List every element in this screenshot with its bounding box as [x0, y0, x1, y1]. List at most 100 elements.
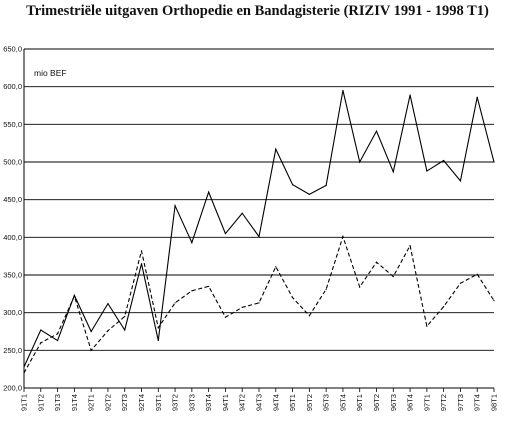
x-tick-label: 91T3: [53, 394, 62, 411]
data-point-solid: [107, 303, 109, 305]
data-point-solid: [174, 205, 176, 207]
data-point-dashed: [476, 273, 478, 275]
data-point-dashed: [392, 275, 394, 278]
x-tick-label: 96T4: [406, 394, 415, 411]
data-point-solid: [275, 148, 277, 150]
x-tick-label: 98T1: [490, 394, 499, 411]
data-point-dashed: [23, 372, 25, 374]
data-point-dashed: [308, 315, 310, 317]
data-point-dashed: [90, 349, 92, 351]
data-point-dashed: [241, 306, 243, 308]
x-tick-label: 95T2: [305, 394, 314, 411]
data-point-dashed: [359, 286, 361, 288]
x-tick-label: 97T3: [456, 394, 465, 411]
data-point-solid: [459, 180, 462, 182]
y-tick-label: 300,0: [3, 308, 22, 317]
data-point-dashed: [493, 300, 495, 302]
data-point-dashed: [73, 295, 75, 297]
y-tick-label: 500,0: [3, 158, 22, 167]
x-tick-label: 91T2: [36, 394, 45, 411]
x-tick-label: 92T4: [137, 394, 146, 411]
data-point-solid: [224, 232, 227, 235]
data-point-solid: [325, 184, 327, 186]
x-tick-label: 95T4: [338, 394, 347, 411]
data-point-dashed: [325, 288, 327, 290]
data-point-solid: [426, 170, 428, 172]
data-point-dashed: [124, 315, 126, 318]
data-point-solid: [443, 159, 445, 162]
data-point-dashed: [40, 342, 42, 344]
y-tick-label: 600,0: [3, 82, 22, 91]
data-point-solid: [90, 330, 92, 333]
data-point-dashed: [140, 250, 143, 252]
x-tick-label: 96T2: [372, 394, 381, 411]
x-tick-label: 93T4: [204, 394, 213, 411]
data-point-dashed: [174, 302, 176, 304]
data-point-solid: [40, 329, 42, 331]
x-tick-label: 94T1: [221, 394, 230, 411]
data-point-dashed: [443, 306, 445, 308]
y-tick-label: 400,0: [3, 233, 22, 242]
data-point-solid: [140, 263, 143, 265]
data-point-dashed: [459, 282, 462, 284]
data-point-dashed: [208, 285, 210, 287]
y-tick-label: 550,0: [3, 120, 22, 129]
data-point-dashed: [191, 290, 193, 292]
y-tick-label: 200,0: [3, 384, 22, 393]
data-point-dashed: [258, 302, 260, 304]
data-point-dashed: [157, 327, 159, 329]
grid-layer: [24, 48, 494, 389]
x-tick-label: 95T1: [288, 394, 297, 411]
chart-title: Trimestriële uitgaven Orthopedie en Band…: [26, 3, 489, 19]
x-tick-label: 92T1: [87, 394, 96, 411]
unit-label: mio BEF: [34, 68, 67, 78]
data-point-solid: [493, 161, 495, 163]
data-point-solid: [409, 94, 411, 96]
axis-layer: 200,0 250,0 300,0 350,0 400,0 450,0 500,0 550,0…: [3, 45, 498, 412]
data-point-solid: [342, 89, 344, 92]
x-tick-label: 93T1: [154, 394, 163, 411]
data-point-dashed: [275, 266, 277, 268]
data-point-dashed: [426, 325, 428, 327]
data-point-dashed: [224, 316, 227, 318]
x-tick-label: 94T2: [238, 394, 247, 411]
data-point-solid: [241, 212, 243, 214]
data-point-solid: [157, 339, 159, 342]
data-point-solid: [291, 184, 294, 186]
data-point-solid: [23, 366, 25, 368]
series-layer: [23, 89, 495, 374]
series-line-dashed: [23, 234, 495, 374]
x-tick-label: 92T2: [103, 394, 112, 411]
data-point-dashed: [342, 235, 344, 238]
x-tick-label: 93T3: [187, 394, 196, 411]
x-tick-label: 96T1: [355, 394, 364, 411]
x-tick-label: 92T3: [120, 394, 129, 411]
x-tick-label: 91T4: [70, 394, 79, 411]
y-tick-label: 650,0: [3, 45, 22, 54]
x-tick-label: 94T3: [255, 394, 264, 411]
data-point-dashed: [409, 245, 411, 247]
x-tick-label: 94T4: [271, 394, 280, 411]
x-tick-label: 97T2: [439, 394, 448, 411]
y-tick-label: 450,0: [3, 195, 22, 204]
y-tick-label: 250,0: [3, 346, 22, 355]
data-point-dashed: [375, 261, 378, 263]
x-tick-label: 96T3: [389, 394, 398, 411]
x-tick-label: 97T4: [473, 394, 482, 411]
y-tick-label: 350,0: [3, 271, 22, 280]
data-point-dashed: [291, 297, 294, 299]
series-line-solid: [23, 90, 495, 368]
data-point-solid: [392, 171, 394, 173]
x-tick-label: 97T1: [422, 394, 431, 411]
data-point-dashed: [107, 330, 109, 332]
data-point-solid: [258, 235, 260, 238]
data-point-solid: [476, 96, 478, 98]
data-point-dashed: [56, 333, 59, 335]
x-tick-label: 93T2: [171, 394, 180, 411]
data-point-solid: [56, 339, 59, 342]
data-point-solid: [308, 193, 310, 195]
data-point-solid: [124, 329, 126, 331]
x-tick-label: 95T3: [322, 394, 331, 411]
data-point-solid: [375, 130, 378, 132]
